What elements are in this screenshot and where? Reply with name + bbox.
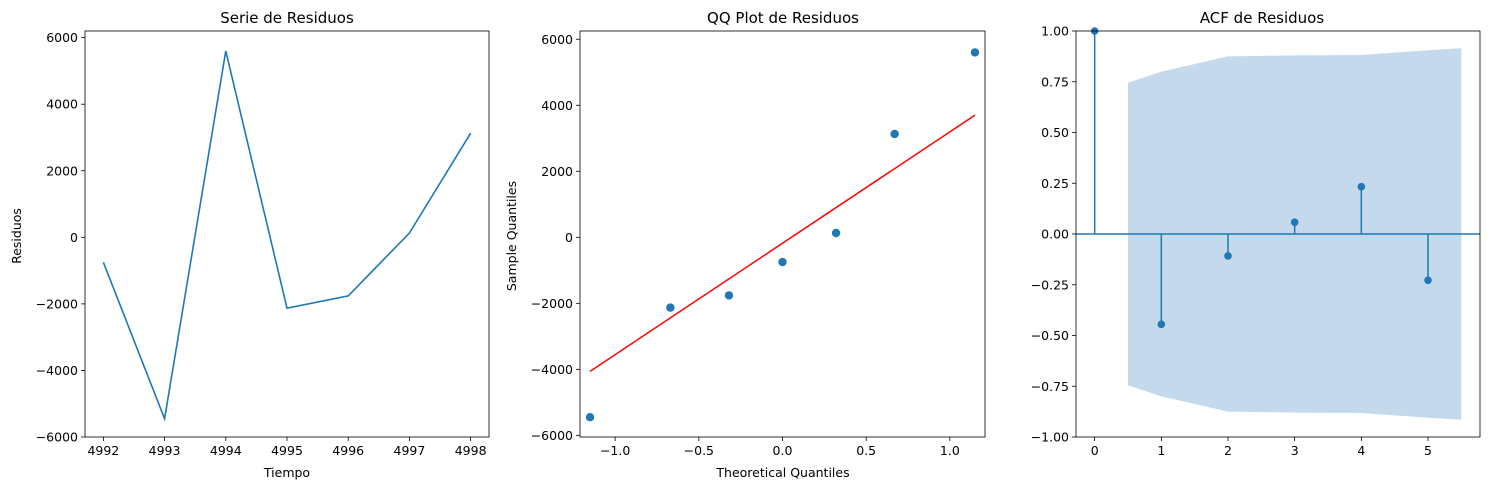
x-tick-label: 4 [1357,443,1365,458]
acf-marker [1424,276,1432,285]
qq-point [890,129,899,139]
x-tick-label: 4992 [87,443,119,458]
acf-panel: ACF de Residuos 0 1 2 3 4 5 −1.00 −0.75 −0.50 −0.… [1031,9,1481,458]
x-tick-label: −1.0 [600,443,630,458]
x-tick-label: −0.5 [684,443,714,458]
x-tick-label: 3 [1291,443,1299,458]
y-tick-label: 0.75 [1041,74,1069,89]
axes-frame [579,30,986,438]
y-tick-label: 0 [565,230,573,245]
y-tick-label: −0.75 [1031,379,1069,394]
axes-frame [84,30,490,438]
x-tick-label: 4998 [455,443,487,458]
x-tick-label: 5 [1424,443,1432,458]
panel-3-plot-area: 0 1 2 3 4 5 −1.00 −0.75 −0.50 −0.25 0.00 0.25 0.50 0.… [1031,24,1481,458]
y-tick-label: −6000 [531,428,573,443]
panel-1-plot-area: 4992 4993 4994 4995 4996 4997 4998 −6000 −4000 −2… [36,30,490,458]
y-tick-label: 0.25 [1041,176,1069,191]
qq-point [724,291,734,300]
x-tick-label: 0.5 [856,443,876,458]
axes-frame [1075,30,1481,438]
residual-series-line [102,50,472,422]
panel-1-y-axis-label: Residuos [9,208,24,264]
acf-marker [1290,218,1299,227]
y-tick-label: 6000 [46,30,78,45]
qq-point [666,303,675,312]
qq-point [778,257,787,267]
y-tick-label: −2000 [36,296,78,311]
y-tick-label: −4000 [36,363,78,378]
panel-2-title: QQ Plot de Residuos [707,9,859,27]
y-tick-label: −0.50 [1031,328,1069,343]
x-tick-label: 4997 [394,443,426,458]
x-tick-label: 0.0 [773,443,793,458]
y-tick-label: 0.00 [1041,227,1069,242]
x-tick-label: 4993 [149,443,181,458]
acf-marker [1157,320,1166,329]
panel-2-x-axis-label: Theoretical Quantiles [715,465,849,480]
qq-point [970,48,980,57]
x-tick-label: 4996 [332,443,364,458]
panel-2-plot-area: −1.0 −0.5 0.0 0.5 1.0 −6000 −4000 −2000 0 2000 400… [531,30,986,458]
x-tick-label: 4994 [210,443,242,458]
qq-reference-line [589,114,976,372]
qq-point [831,228,841,238]
y-tick-label: 6000 [541,32,573,47]
panel-3-title: ACF de Residuos [1200,9,1325,27]
y-tick-label: 4000 [541,98,573,113]
x-tick-label: 1.0 [940,443,960,458]
y-tick-label: −6000 [36,430,78,445]
y-tick-label: −4000 [531,362,573,377]
panel-1-title: Serie de Residuos [220,9,354,27]
acf-marker [1224,252,1232,260]
x-tick-label: 0 [1091,443,1099,458]
x-tick-label: 2 [1224,443,1232,458]
qq-point [585,412,595,422]
y-tick-label: 0 [70,230,78,245]
x-tick-label: 1 [1157,443,1165,458]
y-tick-label: −0.25 [1031,277,1069,292]
residual-series-panel: Serie de Residuos 4992 4993 4994 4995 4996 49… [9,9,490,480]
qq-plot-panel: QQ Plot de Residuos −1.0 −0.5 0.0 0.5 1.0 −60… [504,9,986,480]
y-tick-label: 2000 [541,164,573,179]
y-tick-label: −2000 [531,296,573,311]
acf-marker [1357,182,1366,191]
y-tick-label: 1.00 [1041,24,1069,39]
y-tick-label: 2000 [46,163,78,178]
panel-1-x-axis-label: Tiempo [263,465,310,480]
y-tick-label: −1.00 [1031,430,1069,445]
y-tick-label: 4000 [46,97,78,112]
x-tick-label: 4995 [271,443,303,458]
panel-2-y-axis-label: Sample Quantiles [504,181,519,291]
y-tick-label: 0.50 [1041,125,1069,140]
